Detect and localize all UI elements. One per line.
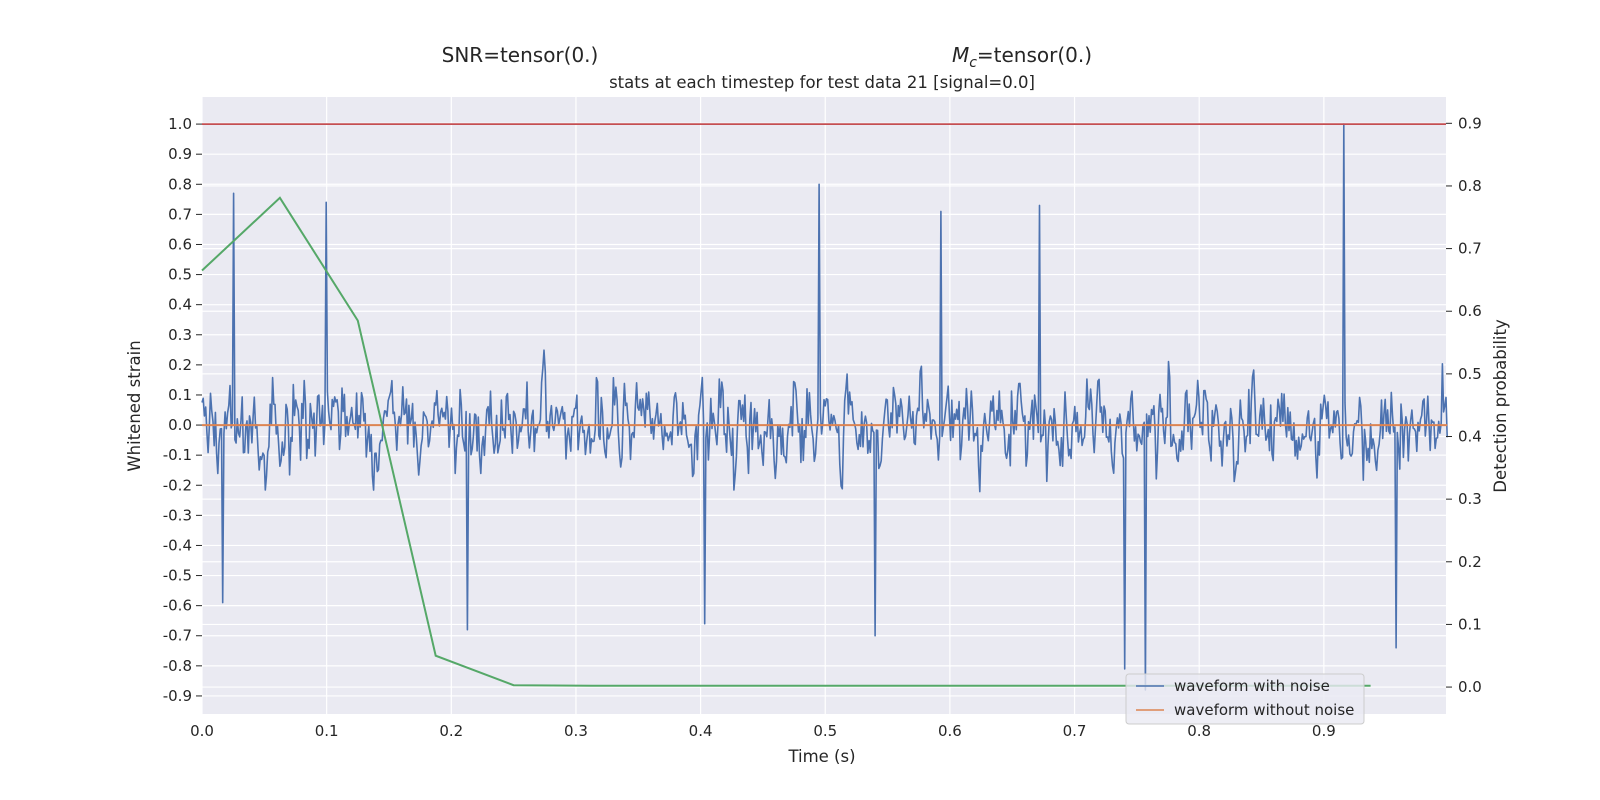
- grid: [201, 97, 1446, 714]
- series-waveform-with-noise: [201, 123, 1448, 691]
- y-left-tick-label: -0.4: [163, 536, 192, 554]
- y-left-tick-label: 0.4: [168, 296, 192, 314]
- y-axis-right-label: Detection probability: [1491, 319, 1510, 493]
- y-left-tick-label: -0.7: [163, 627, 192, 645]
- mc-header-subscript: c: [969, 55, 977, 71]
- y-right-tick-label: 0.2: [1458, 553, 1482, 571]
- y-left-tick-label: 1.0: [168, 115, 192, 133]
- y-left-tick-label: 0.9: [168, 145, 192, 163]
- y-left-tick-label: 0.3: [168, 326, 192, 344]
- y-left-tick-label: 0.8: [168, 175, 192, 193]
- y-left-tick-label: -0.8: [163, 657, 192, 675]
- y-right-tick-label: 0.3: [1458, 490, 1482, 508]
- chart-subtitle: stats at each timestep for test data 21 …: [609, 73, 1035, 92]
- y-right-tick-label: 0.9: [1458, 114, 1482, 132]
- x-tick-label: 0.8: [1187, 722, 1211, 740]
- x-tick-label: 0.9: [1312, 722, 1336, 740]
- x-tick-label: 0.7: [1063, 722, 1087, 740]
- y-left-tick-label: -0.5: [163, 567, 192, 585]
- x-tick-label: 0.3: [564, 722, 588, 740]
- mc-header: Mc=tensor(0.): [952, 43, 1092, 71]
- y-right-tick-label: 0.1: [1458, 615, 1482, 633]
- x-tick-label: 0.6: [938, 722, 962, 740]
- y-right-tick-label: 0.0: [1458, 678, 1482, 696]
- y-left-tick-label: -0.3: [163, 506, 192, 524]
- y-left-tick-label: -0.6: [163, 597, 192, 615]
- x-tick-label: 0.4: [689, 722, 713, 740]
- y-left-tick-label: 0.1: [168, 386, 192, 404]
- legend-box: [1125, 673, 1365, 725]
- y-left-tick-label: 0.7: [168, 205, 192, 223]
- y-left-tick-label: 0.2: [168, 356, 192, 374]
- y-axis-left-label: Whitened strain: [125, 340, 144, 471]
- series-layer: [201, 123, 1448, 691]
- x-tick-label: 0.5: [813, 722, 837, 740]
- y-right-tick-label: 0.7: [1458, 240, 1482, 258]
- legend: waveform with noise waveform without noi…: [1125, 673, 1365, 725]
- y-left-tick-label: -0.9: [163, 687, 192, 705]
- legend-label-clean: waveform without noise: [1174, 701, 1354, 719]
- y-left-tick-label: -0.2: [163, 476, 192, 494]
- y-left-tick-label: -0.1: [163, 446, 192, 464]
- x-tick-label: 0.2: [439, 722, 463, 740]
- ticks-layer: 0.0 0.1 0.2 0.3 0.4 0.5 0.6 0.7 0.8 0.9 -0.9 -0.8 -0…: [163, 114, 1482, 740]
- y-right-tick-label: 0.6: [1458, 302, 1482, 320]
- legend-label-noise: waveform with noise: [1174, 677, 1330, 695]
- y-right-tick-label: 0.4: [1458, 428, 1482, 446]
- y-left-tick-label: 0.6: [168, 235, 192, 253]
- x-axis-label: Time (s): [787, 747, 855, 766]
- y-right-tick-label: 0.8: [1458, 177, 1482, 195]
- snr-header: SNR=tensor(0.): [442, 43, 599, 67]
- y-right-tick-label: 0.5: [1458, 365, 1482, 383]
- y-left-tick-label: 0.0: [168, 416, 192, 434]
- mc-header-rest: =tensor(0.): [977, 43, 1092, 67]
- x-tick-label: 0.1: [315, 722, 339, 740]
- y-left-tick-label: 0.5: [168, 266, 192, 284]
- x-tick-label: 0.0: [190, 722, 214, 740]
- mc-header-symbol: M: [952, 43, 969, 67]
